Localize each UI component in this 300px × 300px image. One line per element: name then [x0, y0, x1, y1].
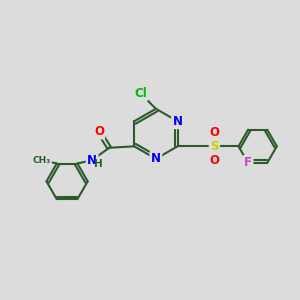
- Text: H: H: [94, 159, 103, 169]
- Text: N: N: [151, 152, 161, 165]
- Text: Cl: Cl: [134, 87, 147, 100]
- Text: O: O: [209, 154, 219, 167]
- Text: F: F: [244, 156, 252, 170]
- Text: CH₃: CH₃: [33, 156, 51, 165]
- Text: O: O: [94, 125, 104, 138]
- Text: S: S: [210, 140, 219, 153]
- Text: N: N: [172, 115, 183, 128]
- Text: O: O: [209, 126, 219, 139]
- Text: N: N: [87, 154, 97, 167]
